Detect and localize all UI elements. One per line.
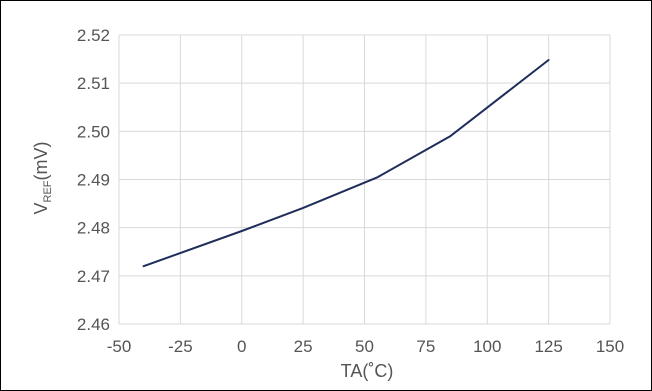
x-tick-label: 100 <box>473 337 501 356</box>
y-tick-label: 2.51 <box>77 74 110 93</box>
y-axis-title: VREF(mV) <box>31 141 54 214</box>
x-tick-label: 25 <box>294 337 313 356</box>
y-axis-title-suffix: (mV) <box>31 141 51 180</box>
x-axis-title: TA(˚C) <box>341 361 394 381</box>
y-axis-title-main: V <box>31 202 51 214</box>
y-tick-label: 2.49 <box>77 171 110 190</box>
x-tick-label: 0 <box>237 337 246 356</box>
x-axis-ticks: -50 -25 0 25 50 75 100 125 150 <box>107 337 624 356</box>
x-tick-label: 150 <box>596 337 624 356</box>
y-axis-title-sub: REF <box>42 180 54 202</box>
y-tick-label: 2.50 <box>77 122 110 141</box>
y-tick-label: 2.46 <box>77 315 110 334</box>
x-tick-label: 50 <box>355 337 374 356</box>
y-tick-label: 2.48 <box>77 219 110 238</box>
y-tick-label: 2.47 <box>77 267 110 286</box>
series-layer <box>142 59 550 268</box>
y-axis-ticks: 2.46 2.47 2.48 2.49 2.50 2.51 2.52 <box>77 26 110 334</box>
x-tick-label: 125 <box>534 337 562 356</box>
x-tick-label: -25 <box>168 337 193 356</box>
series-line <box>142 59 550 268</box>
grid-lines <box>118 34 611 325</box>
x-tick-label: 75 <box>416 337 435 356</box>
y-tick-label: 2.52 <box>77 26 110 45</box>
x-tick-label: -50 <box>107 337 132 356</box>
